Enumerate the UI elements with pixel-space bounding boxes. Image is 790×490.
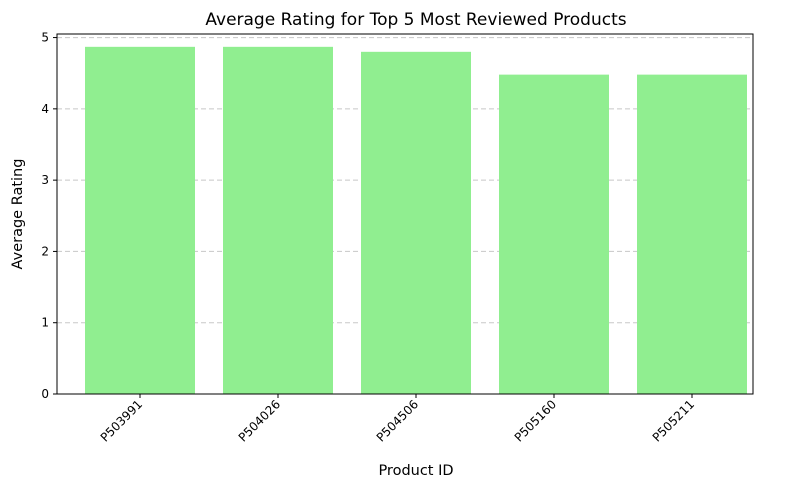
x-axis-label: Product ID [378,463,453,479]
y-tick-label: 2 [41,244,49,258]
x-tick-label: P503991 [98,397,145,444]
bar [499,74,609,394]
x-tick-label: P505211 [650,397,697,444]
x-tick-label: P504026 [236,397,283,444]
chart-title: Average Rating for Top 5 Most Reviewed P… [205,10,626,30]
bar [637,74,747,394]
y-tick-label: 4 [41,102,49,116]
plot-frame [56,33,754,395]
y-tick-label: 3 [41,173,49,187]
x-tick-label: P505160 [512,397,559,444]
x-tick-label: P504506 [374,397,421,444]
y-axis-label: Average Rating [10,159,26,270]
bars [85,46,747,395]
y-axis-ticks: 0 1 2 3 4 5 [41,31,57,401]
y-tick-label: 0 [41,387,49,401]
x-axis-ticks: P503991 P504026 P504506 P505160 P505211 [98,394,697,445]
bar [223,46,333,394]
y-tick-label: 5 [41,31,49,45]
y-tick-label: 1 [41,316,49,330]
bar [361,51,471,395]
bar [85,46,195,394]
